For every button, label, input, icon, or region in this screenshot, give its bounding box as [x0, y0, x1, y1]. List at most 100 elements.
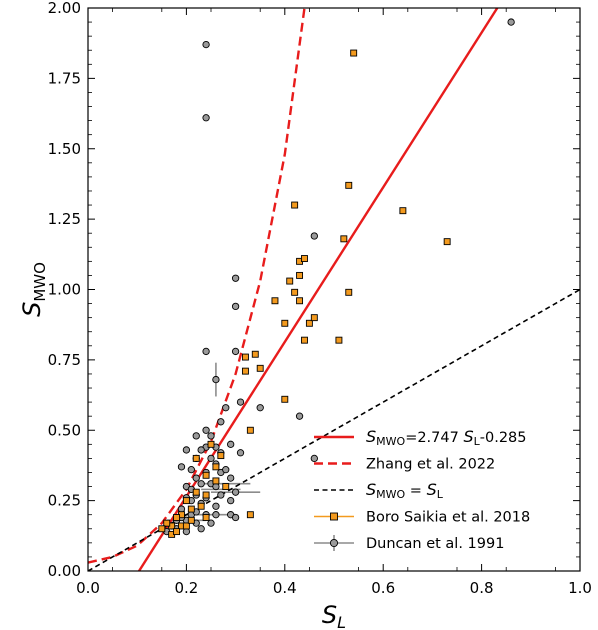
axes-layer — [87, 7, 581, 572]
boro-saikia-point — [305, 319, 313, 327]
boro-saikia-point — [286, 277, 294, 285]
boro-saikia-point — [345, 181, 353, 189]
duncan-point — [207, 454, 215, 463]
duncan-point — [295, 412, 304, 420]
legend-label-0: SMWO=2.747 SL-0.285 — [366, 427, 527, 448]
boro-saikia-point — [345, 288, 353, 296]
x-tick-label: 0.4 — [273, 579, 297, 597]
duncan-point — [256, 404, 264, 412]
duncan-point — [212, 375, 220, 384]
duncan-point — [236, 449, 245, 457]
boro-saikia-point — [158, 525, 166, 533]
boro-saikia-point — [222, 483, 230, 490]
boro-saikia-point — [350, 49, 358, 57]
boro-saikia-point — [187, 516, 195, 524]
boro-saikia-point — [212, 477, 220, 485]
y-tick-label: 0.25 — [48, 492, 81, 510]
y-tick-label: 0.50 — [48, 421, 81, 439]
boro-saikia-point — [163, 519, 171, 527]
boro-saikia-point — [217, 452, 225, 460]
duncan-point — [187, 466, 195, 474]
legend-label-1: Zhang et al. 2022 — [366, 457, 495, 473]
duncan-point — [231, 347, 240, 356]
legend-label-3: Boro Saikia et al. 2018 — [366, 510, 530, 526]
duncan-point — [192, 474, 200, 482]
boro-saikia-point — [182, 522, 190, 530]
duncan-point — [207, 519, 215, 527]
duncan-point — [202, 114, 210, 122]
duncan-point — [231, 274, 240, 282]
boro-saikia-point — [207, 440, 215, 448]
boro-saikia-point — [301, 255, 308, 262]
boro-saikia-point — [246, 426, 254, 434]
boro-saikia-point — [251, 350, 259, 358]
duncan-point — [202, 426, 210, 434]
boro-saikia-point — [335, 336, 343, 344]
duncan-point — [222, 466, 230, 474]
duncan-point — [197, 446, 205, 454]
duncan-point — [231, 513, 240, 522]
y-tick-label: 0.00 — [48, 562, 81, 580]
boro-saikia-point — [173, 528, 181, 536]
x-tick-label: 0.0 — [76, 579, 100, 597]
boro-saikia-point — [187, 505, 195, 513]
boro-saikia-point — [296, 297, 304, 305]
duncan-point — [507, 18, 515, 26]
boro-saikia-point — [291, 288, 299, 296]
duncan-point — [202, 347, 210, 356]
duncan-point — [236, 398, 245, 406]
points-layer — [158, 18, 515, 538]
duncan-point — [197, 480, 205, 488]
boro-saikia-point — [192, 488, 200, 496]
y-tick-label: 2.00 — [48, 0, 81, 17]
boro-saikia-point — [241, 353, 249, 361]
y-tick-label: 0.75 — [48, 351, 81, 369]
x-tick-label: 0.2 — [174, 579, 198, 597]
duncan-point — [222, 404, 230, 412]
boro-saikia-point — [192, 454, 200, 462]
duncan-point — [217, 418, 225, 426]
y-tick-label: 1.75 — [48, 69, 81, 87]
boro-saikia-point — [197, 502, 205, 510]
legend-swatch-duncan — [329, 538, 339, 548]
legend: SMWO=2.747 SL-0.285 Zhang et al. 2022 SMWO… — [314, 427, 530, 552]
duncan-point — [227, 474, 235, 482]
boro-saikia-point — [202, 471, 210, 479]
x-axis-label: SL — [322, 601, 346, 630]
boro-saikia-point — [296, 271, 304, 279]
boro-saikia-point — [241, 367, 249, 375]
duncan-point — [217, 491, 225, 499]
boro-saikia-point — [301, 336, 308, 344]
y-tick-label: 1.50 — [48, 140, 81, 158]
duncan-point — [227, 496, 235, 505]
boro-saikia-point — [271, 297, 279, 305]
y-tick-label: 1.00 — [48, 281, 81, 299]
duncan-point — [202, 40, 210, 49]
x-tick-label: 0.8 — [470, 579, 494, 597]
boro-saikia-point — [340, 235, 348, 243]
boro-saikia-point — [256, 364, 264, 372]
legend-swatch-boro — [330, 512, 338, 521]
boro-saikia-point — [182, 497, 190, 505]
duncan-point — [310, 454, 318, 463]
duncan-point — [231, 302, 240, 311]
boro-saikia-point — [212, 463, 220, 471]
legend-label-4: Duncan et al. 1991 — [366, 536, 504, 552]
boro-saikia-point — [202, 514, 210, 521]
duncan-point — [212, 502, 220, 510]
duncan-point — [177, 463, 186, 471]
duncan-point — [231, 488, 240, 496]
boro-saikia-point — [281, 395, 289, 403]
boro-saikia-point — [399, 207, 407, 215]
labels-layer: 0.0 0.2 0.4 0.6 0.8 1.0 0.00 0.25 0.50 0.75 1.00 1.… — [18, 0, 592, 630]
duncan-point — [310, 232, 318, 240]
legend-label-2: SMWO = SL — [366, 480, 444, 501]
boro-saikia-point — [173, 514, 181, 521]
series-line-1 — [88, 8, 306, 564]
boro-saikia-point — [202, 491, 210, 499]
y-tick-label: 1.25 — [48, 210, 81, 228]
x-tick-label: 0.6 — [371, 579, 395, 597]
boro-saikia-point — [246, 511, 254, 519]
boro-saikia-point — [310, 314, 318, 322]
